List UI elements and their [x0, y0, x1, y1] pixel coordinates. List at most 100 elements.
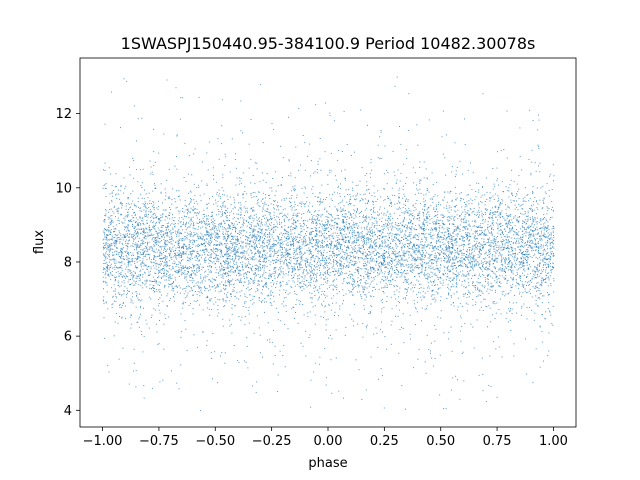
data-point — [509, 221, 511, 223]
data-point — [163, 271, 165, 273]
data-point — [215, 214, 217, 216]
data-point — [110, 215, 112, 217]
data-point — [428, 267, 430, 269]
data-point — [543, 244, 545, 246]
data-point — [342, 303, 343, 305]
data-point — [455, 174, 457, 176]
data-point — [283, 218, 285, 220]
data-point — [185, 209, 187, 211]
data-point — [231, 246, 233, 248]
data-point — [541, 331, 543, 333]
data-point — [395, 238, 397, 239]
data-point — [346, 257, 348, 259]
data-point — [274, 278, 276, 279]
data-point — [337, 217, 339, 219]
data-point — [162, 276, 164, 278]
data-point — [372, 286, 374, 288]
data-point — [119, 307, 121, 309]
data-point — [543, 198, 545, 200]
data-point — [236, 274, 237, 276]
data-point — [540, 272, 542, 274]
data-point — [227, 272, 229, 274]
data-point — [515, 279, 517, 281]
data-point — [275, 226, 276, 228]
data-point — [275, 270, 276, 272]
data-point — [416, 265, 418, 266]
data-point — [286, 265, 288, 267]
data-point — [113, 242, 115, 244]
data-point — [443, 408, 445, 410]
data-point — [107, 234, 108, 236]
data-point — [229, 280, 231, 282]
data-point — [406, 227, 407, 229]
data-point — [220, 253, 222, 255]
data-point — [531, 149, 533, 151]
data-point — [393, 253, 395, 255]
data-point — [535, 295, 537, 297]
data-point — [111, 243, 113, 245]
data-point — [404, 233, 406, 235]
data-point — [381, 225, 383, 227]
data-point — [208, 258, 210, 260]
data-point — [493, 186, 495, 188]
data-point — [225, 285, 227, 287]
data-point — [304, 206, 306, 208]
data-point — [260, 292, 262, 294]
data-point — [514, 248, 516, 249]
data-point — [256, 268, 258, 269]
data-point — [310, 256, 312, 258]
data-point — [191, 232, 192, 234]
data-point — [248, 227, 250, 229]
data-point — [316, 233, 317, 235]
data-point — [165, 195, 167, 197]
data-point — [466, 297, 468, 299]
data-point — [509, 227, 511, 229]
data-point — [464, 263, 466, 265]
data-point — [244, 277, 245, 279]
data-point — [270, 247, 272, 249]
data-point — [522, 203, 524, 205]
data-point — [184, 270, 186, 271]
data-point — [407, 267, 409, 269]
data-point — [153, 209, 155, 211]
data-point — [139, 271, 141, 273]
data-point — [162, 214, 164, 216]
data-point — [507, 227, 509, 229]
data-point — [237, 244, 238, 246]
data-point — [170, 241, 172, 242]
data-point — [470, 323, 472, 325]
data-point — [532, 221, 534, 223]
data-point — [337, 150, 339, 151]
data-point — [397, 169, 399, 171]
data-point — [152, 287, 154, 288]
data-point — [309, 239, 311, 241]
data-point — [491, 255, 493, 257]
data-point — [338, 242, 340, 244]
data-point — [266, 236, 268, 238]
data-point — [246, 242, 248, 244]
data-point — [405, 208, 407, 210]
data-point — [356, 194, 358, 196]
data-point — [270, 255, 272, 257]
data-point — [362, 288, 364, 290]
data-point — [322, 284, 324, 285]
data-point — [232, 228, 233, 230]
data-point — [507, 225, 508, 227]
data-point — [221, 125, 223, 127]
data-point — [351, 256, 353, 258]
data-point — [116, 240, 118, 242]
data-point — [465, 256, 467, 257]
data-point — [213, 244, 215, 245]
data-point — [232, 266, 234, 268]
data-point — [550, 242, 552, 243]
data-point — [218, 259, 220, 261]
data-point — [479, 309, 481, 311]
data-point — [443, 260, 445, 261]
data-point — [286, 233, 288, 235]
data-point — [136, 232, 138, 234]
data-point — [105, 229, 107, 231]
data-point — [371, 224, 373, 226]
data-point — [225, 246, 226, 248]
data-point — [310, 278, 312, 280]
data-point — [487, 226, 489, 228]
